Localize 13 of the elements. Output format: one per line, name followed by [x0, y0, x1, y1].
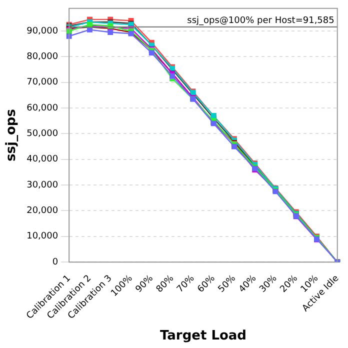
y-tick-label: 70,000 — [26, 78, 58, 88]
y-tick-label: 0 — [52, 257, 58, 268]
y-tick-label: 40,000 — [26, 154, 58, 165]
y-tick-label: 10,000 — [26, 232, 58, 242]
y-tick-label: 30,000 — [26, 180, 58, 190]
y-tick-label: 50,000 — [26, 129, 58, 140]
y-tick-label: 20,000 — [26, 206, 58, 216]
ref-line-label: ssj_ops@100% per Host=91,585 — [187, 16, 334, 26]
x-axis-title: Target Load — [160, 328, 246, 344]
y-tick-label: 90,000 — [26, 26, 58, 36]
y-tick-label: 60,000 — [26, 103, 58, 114]
y-tick-label: 80,000 — [26, 52, 58, 62]
y-axis-title: ssj_ops — [4, 108, 20, 162]
